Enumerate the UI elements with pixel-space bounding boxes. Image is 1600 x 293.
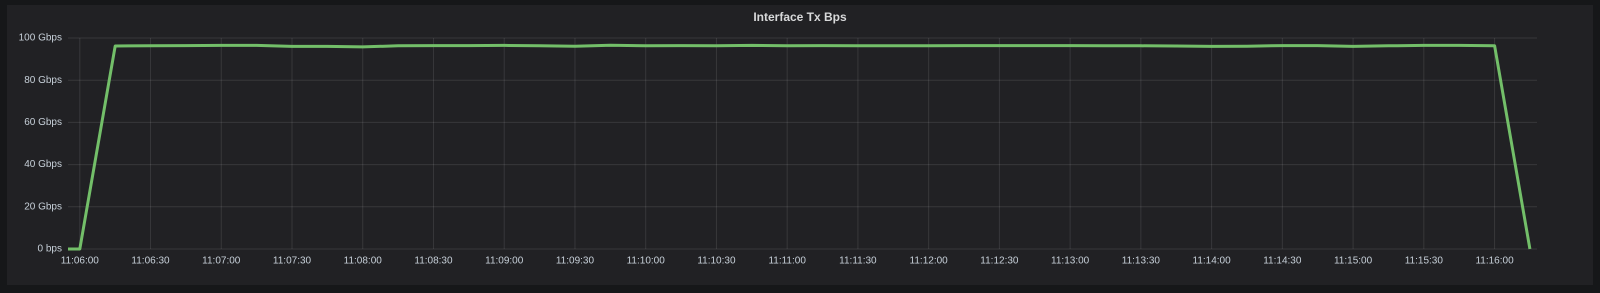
y-tick-label: 80 Gbps bbox=[24, 75, 62, 86]
y-tick-label: 60 Gbps bbox=[24, 117, 62, 128]
x-tick-label: 11:12:00 bbox=[910, 256, 949, 267]
x-tick-label: 11:11:00 bbox=[768, 256, 806, 267]
x-tick-label: 11:06:30 bbox=[131, 256, 170, 267]
x-tick-label: 11:07:30 bbox=[273, 256, 312, 267]
x-tick-label: 11:13:30 bbox=[1122, 256, 1161, 267]
x-tick-label: 11:13:00 bbox=[1051, 256, 1090, 267]
y-tick-label: 100 Gbps bbox=[19, 33, 62, 44]
x-tick-label: 11:14:30 bbox=[1263, 256, 1302, 267]
x-tick-label: 11:09:00 bbox=[485, 256, 524, 267]
x-tick-label: 11:11:30 bbox=[839, 256, 877, 267]
y-tick-label: 20 Gbps bbox=[24, 201, 62, 212]
y-tick-label: 0 bps bbox=[38, 244, 62, 255]
y-tick-label: 40 Gbps bbox=[24, 159, 62, 170]
x-tick-label: 11:15:30 bbox=[1405, 256, 1444, 267]
x-tick-label: 11:08:00 bbox=[344, 256, 383, 267]
x-tick-label: 11:10:30 bbox=[697, 256, 736, 267]
x-tick-label: 11:06:00 bbox=[61, 256, 100, 267]
x-tick-label: 11:14:00 bbox=[1193, 256, 1232, 267]
x-tick-label: 11:10:00 bbox=[627, 256, 666, 267]
x-tick-label: 11:15:00 bbox=[1334, 256, 1373, 267]
x-tick-label: 11:12:30 bbox=[980, 256, 1019, 267]
chart-title: Interface Tx Bps bbox=[753, 10, 847, 24]
x-tick-label: 11:07:00 bbox=[202, 256, 241, 267]
panel bbox=[7, 5, 1593, 285]
series-line bbox=[68, 43, 1532, 251]
x-tick-label: 11:16:00 bbox=[1475, 256, 1514, 267]
x-tick-label: 11:09:30 bbox=[556, 256, 595, 267]
x-tick-label: 11:08:30 bbox=[414, 256, 453, 267]
